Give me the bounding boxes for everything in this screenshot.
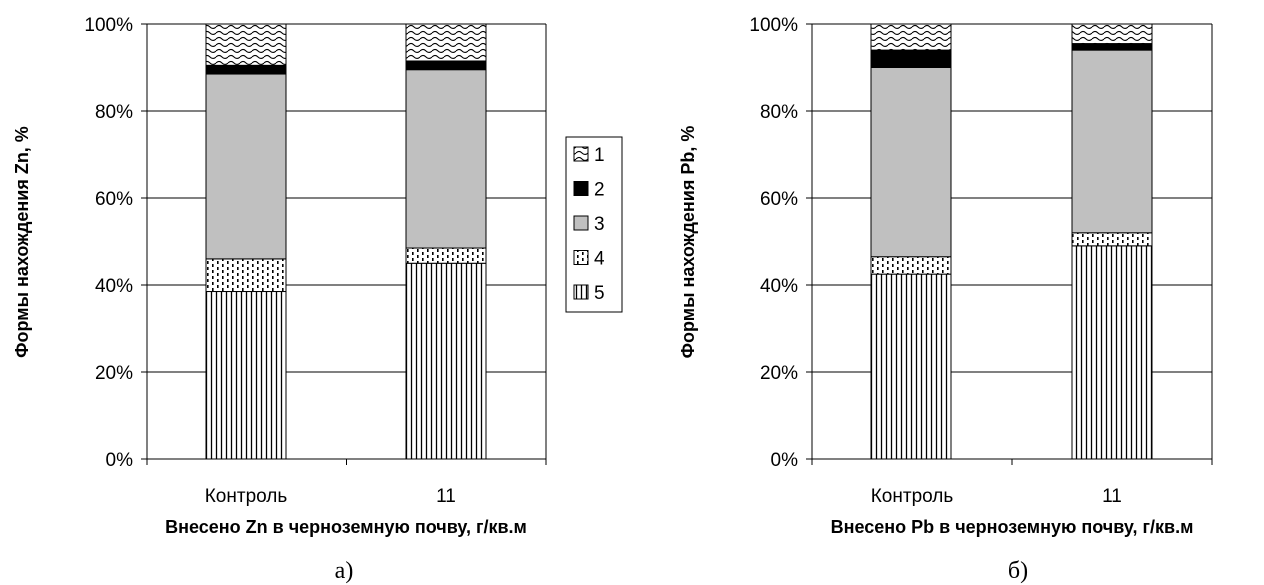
y-axis-title-a: Формы нахождения Zn, % (12, 126, 32, 358)
bar-segment-2 (1071, 43, 1153, 51)
panel-label-b: б) (1008, 558, 1028, 584)
bars-a (205, 23, 487, 460)
bar-segment-3 (870, 67, 952, 258)
bar-segment-4 (205, 258, 287, 293)
legend-label-3: 3 (594, 214, 605, 235)
bars-b (870, 23, 1153, 460)
legend-swatch-3 (573, 215, 589, 231)
legend-swatch-4 (573, 250, 589, 265)
panel-label-a: а) (335, 558, 354, 584)
legend-swatch-1 (573, 146, 589, 162)
y-tick-labels-a: 0% 20% 40% 60% 80% 100% (84, 15, 133, 471)
bar-segment-3 (405, 69, 487, 249)
legend-swatch-5 (573, 284, 589, 300)
bar-segment-2 (405, 60, 487, 71)
legend-label-1: 1 (594, 145, 605, 166)
chart-panel-a: 0% 20% 40% 60% 80% 100% Контроль 11 Внесено Z… (12, 15, 547, 584)
y-tick-label: 0% (106, 450, 134, 471)
y-tick-label: 100% (749, 15, 798, 36)
bar-segment-2 (870, 49, 952, 68)
y-tick-label: 60% (95, 189, 133, 210)
bar-segment-4 (870, 256, 952, 275)
legend-items: 1 2 3 4 5 (573, 145, 605, 304)
y-tick-label: 0% (771, 450, 799, 471)
bar-segment-5 (405, 262, 487, 460)
y-axis-title-b: Формы нахождения Pb, % (678, 126, 698, 359)
category-label-b-1: 11 (1102, 486, 1122, 507)
bar-segment-5 (870, 273, 952, 460)
bar-segment-5 (1071, 245, 1153, 460)
bar-segment-4 (405, 247, 487, 264)
bar-segment-3 (205, 73, 287, 260)
category-label-b-0: Контроль (871, 486, 954, 507)
y-tick-label: 80% (760, 102, 798, 123)
bar-segment-1 (870, 23, 952, 51)
bar-segment-3 (1071, 49, 1153, 234)
legend-label-4: 4 (594, 249, 605, 270)
axes-b (806, 23, 1213, 465)
y-tick-label: 80% (95, 102, 133, 123)
y-tick-label: 60% (760, 189, 798, 210)
axes-a (141, 23, 547, 465)
y-tick-labels-b: 0% 20% 40% 60% 80% 100% (749, 15, 798, 471)
chart-panel-b: 0% 20% 40% 60% 80% 100% Контроль 11 Внесено P… (678, 15, 1213, 584)
y-tick-label: 100% (84, 15, 133, 36)
y-tick-label: 20% (95, 363, 133, 384)
legend: 1 2 3 4 5 (565, 136, 623, 313)
x-axis-title-b: Внесено Pb в черноземную почву, г/кв.м (831, 517, 1194, 537)
y-tick-label: 40% (95, 276, 133, 297)
y-tick-label: 40% (760, 276, 798, 297)
bar-segment-5 (205, 291, 287, 460)
bar-segment-1 (1071, 23, 1153, 45)
x-axis-title-a: Внесено Zn в черноземную почву, г/кв.м (165, 517, 527, 537)
bar-segment-1 (405, 23, 487, 62)
bar-segment-4 (1071, 232, 1153, 247)
bar-segment-1 (205, 23, 287, 66)
bar-segment-2 (205, 64, 287, 75)
legend-label-5: 5 (594, 283, 605, 304)
legend-swatch-2 (573, 181, 589, 196)
category-label-a-1: 11 (436, 486, 456, 507)
y-tick-label: 20% (760, 363, 798, 384)
legend-label-2: 2 (594, 180, 605, 201)
category-label-a-0: Контроль (205, 486, 288, 507)
